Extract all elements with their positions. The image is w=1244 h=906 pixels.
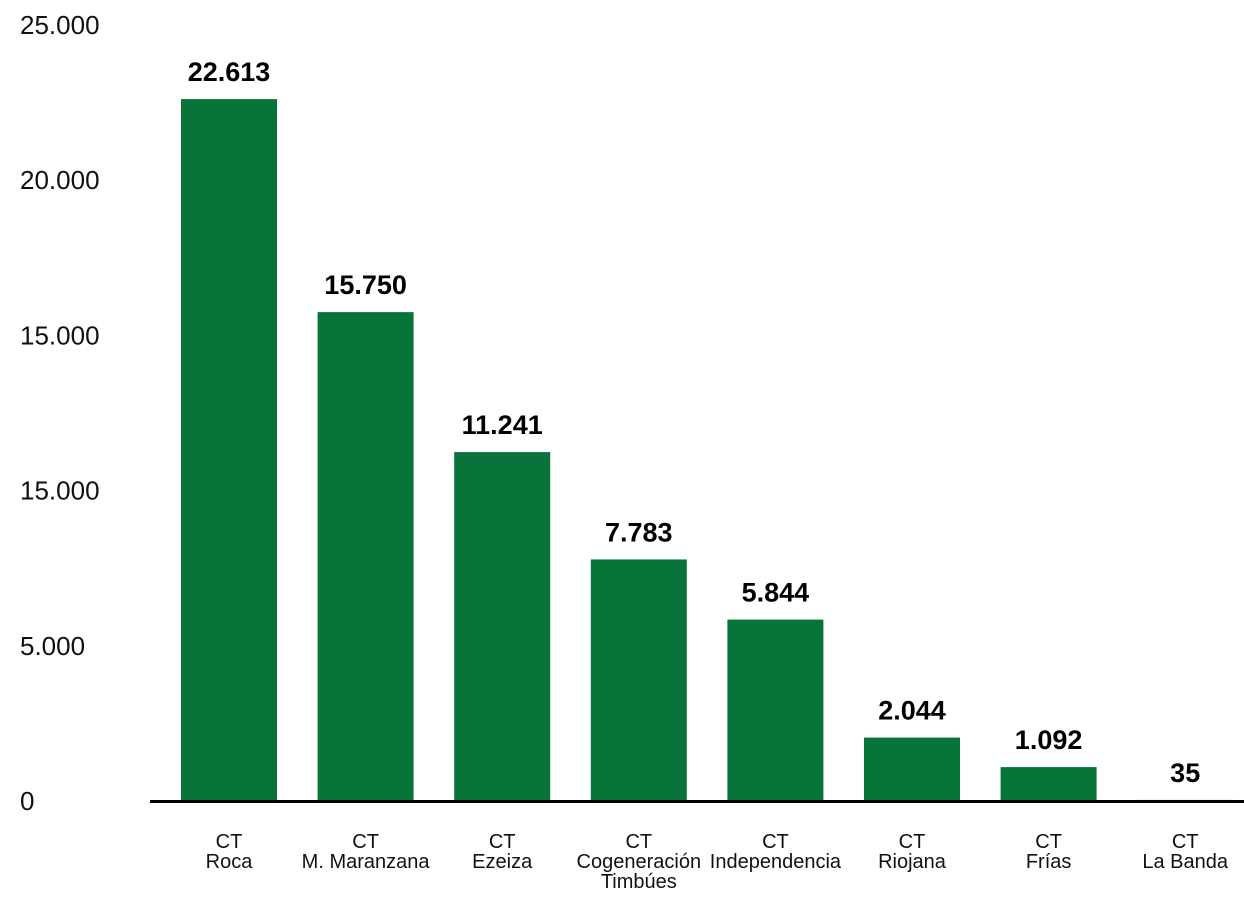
x-tick-label-line: Ezeiza — [472, 851, 533, 873]
data-label: 22.613 — [188, 57, 271, 87]
y-tick-label: 15.000 — [20, 476, 100, 506]
data-label: 5.844 — [742, 578, 810, 608]
y-tick-label: 15.000 — [20, 320, 100, 350]
x-tick-label: CT Independencia — [710, 831, 842, 873]
data-label: 2.044 — [878, 696, 946, 726]
y-axis-ticks: 0 5.000 15.000 15.000 20.000 25.000 — [20, 10, 100, 816]
x-tick-label-line: La Banda — [1142, 851, 1229, 873]
data-label: 1.092 — [1015, 725, 1083, 755]
y-tick-label: 25.000 — [20, 10, 100, 40]
x-tick-label-line: CT — [352, 831, 379, 853]
x-tick-label: CT La Banda — [1142, 831, 1229, 873]
bar — [318, 312, 414, 801]
x-tick-label: CT Cogeneración Timbúes — [577, 831, 702, 893]
y-tick-label: 5.000 — [20, 631, 85, 661]
bar — [591, 559, 687, 801]
x-tick-label-line: Cogeneración — [577, 851, 702, 873]
x-tick-label: CT Roca — [206, 831, 254, 873]
data-label: 35 — [1170, 758, 1200, 788]
x-tick-label-line: M. Maranzana — [302, 851, 431, 873]
bar — [727, 620, 823, 801]
bar — [864, 738, 960, 801]
x-tick-label-line: Timbúes — [601, 871, 677, 893]
x-tick-label: CT Frías — [1026, 831, 1072, 873]
bar — [454, 452, 550, 801]
data-label: 15.750 — [324, 270, 407, 300]
x-tick-label-line: Riojana — [878, 851, 947, 873]
bar — [181, 99, 277, 801]
x-tick-label-line: CT — [216, 831, 243, 853]
x-tick-label: CT Ezeiza — [472, 831, 533, 873]
x-tick-label-line: CT — [899, 831, 926, 853]
bar — [1001, 767, 1097, 801]
x-tick-label-line: CT — [1035, 831, 1062, 853]
bars — [181, 99, 1233, 801]
data-label: 7.783 — [605, 517, 673, 547]
x-tick-label-line: CT — [625, 831, 652, 853]
x-tick-label: CT M. Maranzana — [302, 831, 431, 873]
x-tick-label-line: Frías — [1026, 851, 1072, 873]
y-tick-label: 0 — [20, 786, 34, 816]
x-tick-label-line: Independencia — [710, 851, 842, 873]
x-tick-label-line: CT — [489, 831, 516, 853]
x-tick-label-line: Roca — [206, 851, 254, 873]
y-tick-label: 20.000 — [20, 165, 100, 195]
data-label: 11.241 — [462, 410, 543, 440]
x-tick-label-line: CT — [1172, 831, 1199, 853]
x-tick-label-line: CT — [762, 831, 789, 853]
x-tick-label: CT Riojana — [878, 831, 947, 873]
